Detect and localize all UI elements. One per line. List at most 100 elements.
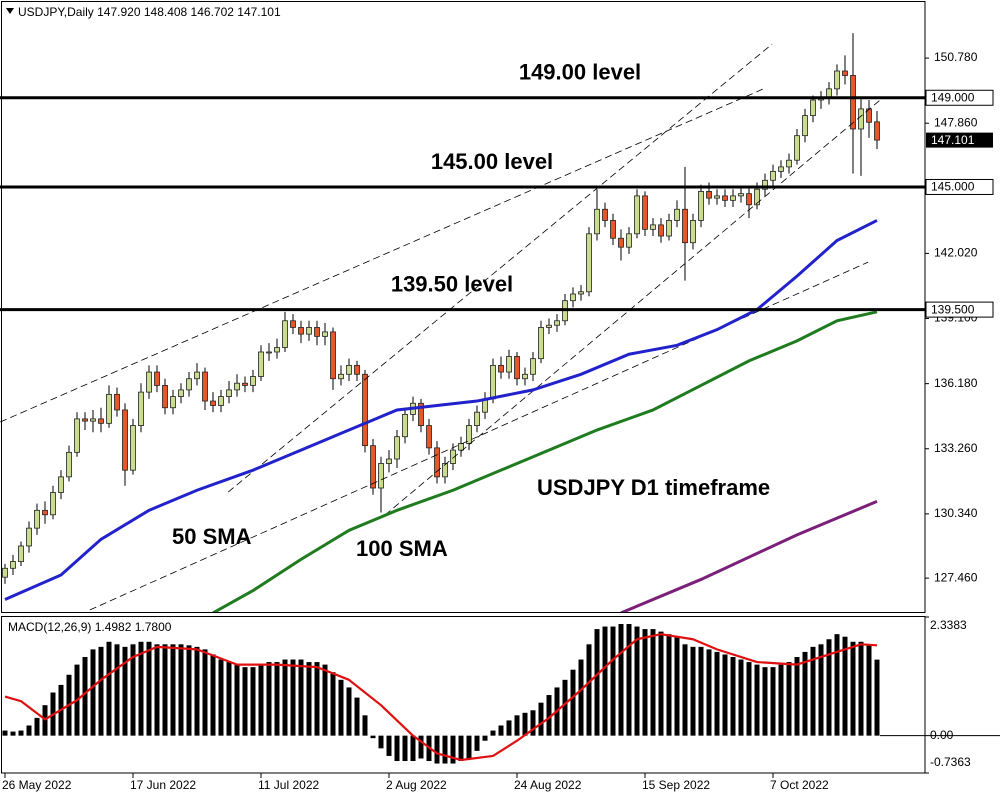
- x-tick-label: 11 Jul 2022: [258, 778, 319, 792]
- candle-body-down: [706, 191, 712, 199]
- macd-bar: [474, 735, 480, 751]
- macd-bar: [146, 641, 152, 736]
- menu-triangle: [6, 8, 14, 14]
- candle-body-up: [258, 351, 264, 377]
- macd-bar: [698, 646, 704, 736]
- macd-title: MACD(12,26,9) 1.4982 1.7800: [8, 620, 172, 634]
- level-label: 139.500: [931, 302, 975, 316]
- y-tick-label: 2.3383: [930, 618, 967, 632]
- level-annotation: 145.00 level: [431, 149, 553, 174]
- candle-body-down: [610, 220, 616, 239]
- series-label: 50 SMA: [172, 524, 252, 549]
- macd-bar: [618, 624, 624, 736]
- trendline: [227, 43, 773, 493]
- macd-bar: [114, 644, 120, 736]
- candle-body-up: [730, 195, 736, 201]
- macd-bar: [82, 656, 88, 736]
- macd-bar: [850, 641, 856, 736]
- candle-body-up: [178, 389, 184, 397]
- candle-body-down: [242, 382, 248, 386]
- macd-bar: [842, 636, 848, 736]
- macd-bar: [458, 735, 464, 762]
- candle-body-up: [34, 509, 40, 529]
- macd-bar: [314, 662, 320, 736]
- macd-bar: [18, 730, 24, 736]
- candle-body-up: [146, 371, 152, 393]
- macd-bar: [722, 654, 728, 736]
- y-tick-label: 136.180: [934, 376, 978, 390]
- annotation: USDJPY D1 timeframe: [537, 475, 770, 500]
- candle-body-down: [290, 320, 296, 328]
- candle-body-up: [490, 364, 496, 400]
- y-tick-label: 133.260: [934, 441, 978, 455]
- candle-body-up: [458, 443, 464, 451]
- candle-body-down: [418, 402, 424, 426]
- macd-plot: [2, 624, 880, 764]
- candle-body-up: [770, 170, 776, 181]
- macd-bar: [514, 715, 520, 736]
- macd-bar: [362, 715, 368, 736]
- macd-bar: [234, 664, 240, 736]
- candle-body-down: [82, 418, 88, 422]
- candle-body-up: [66, 451, 72, 478]
- macd-bar: [634, 626, 640, 736]
- candle-body-up: [442, 463, 448, 478]
- candle-body-up: [450, 449, 456, 464]
- macd-bar: [546, 695, 552, 736]
- macd-bar: [442, 735, 448, 764]
- macd-bar: [658, 631, 664, 736]
- sma-line: [4, 219, 878, 601]
- candle-body-up: [282, 320, 288, 348]
- candle-body-up: [810, 99, 816, 117]
- macd-bar: [154, 644, 160, 736]
- candle-body-up: [858, 108, 864, 130]
- candle-body-down: [722, 195, 728, 201]
- macd-bar: [602, 626, 608, 736]
- candle-body-down: [298, 327, 304, 335]
- macd-bar: [866, 644, 872, 736]
- macd-bar: [754, 664, 760, 736]
- macd-bar: [394, 735, 400, 762]
- macd-bar: [434, 735, 440, 764]
- macd-bar: [2, 730, 8, 736]
- candle-body-up: [754, 188, 760, 206]
- last-price-box: [926, 132, 993, 148]
- candle-body-down: [154, 371, 160, 386]
- level-box: [925, 301, 994, 318]
- candle-body-up: [794, 135, 800, 161]
- sma-line: [212, 310, 878, 612]
- candle-body-down: [202, 371, 208, 402]
- macd-bar: [162, 644, 168, 736]
- candle-body-up: [402, 414, 408, 438]
- candle-body-up: [578, 291, 584, 295]
- candle-body-up: [474, 411, 480, 426]
- candle-body-down: [426, 425, 432, 449]
- candle-body-up: [130, 425, 136, 471]
- trendline: [0, 87, 766, 423]
- last-price-label: 147.101: [931, 133, 975, 147]
- macd-bar: [690, 646, 696, 736]
- macd-bar: [586, 644, 592, 736]
- macd-bar: [530, 710, 536, 736]
- candle-body-down: [210, 400, 216, 406]
- candle-body-up: [530, 358, 536, 375]
- candle-body-up: [234, 382, 240, 391]
- candle-body-up: [58, 476, 64, 493]
- y-tick-label: 0.00: [930, 728, 954, 742]
- macd-bar: [282, 659, 288, 736]
- level-label: 149.000: [931, 90, 975, 104]
- candle-body-up: [762, 179, 768, 190]
- overlay: 50 SMA 100 SMA 127.460 130.340 133.260 136.18…: [0, 50, 1000, 792]
- macd-bar: [258, 664, 264, 736]
- candle-body-down: [434, 447, 440, 478]
- candle-body-up: [570, 293, 576, 302]
- macd-bar: [682, 644, 688, 736]
- candle-body-down: [42, 509, 48, 516]
- series-label: 100 SMA: [356, 536, 448, 561]
- macd-bar: [34, 717, 40, 736]
- level-annotation: 139.50 level: [391, 271, 513, 296]
- candle-body-up: [170, 396, 176, 409]
- candle-body-down: [682, 208, 688, 244]
- candle-body-up: [554, 320, 560, 326]
